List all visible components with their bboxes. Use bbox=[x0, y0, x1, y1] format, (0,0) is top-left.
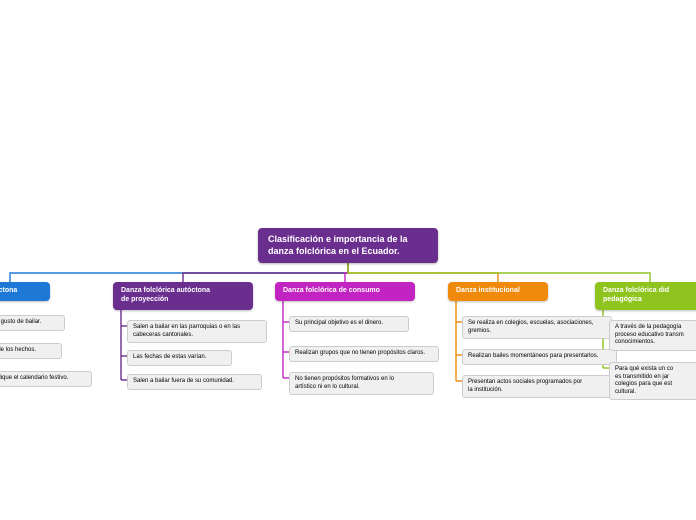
leaf-node: Se realiza en colegios, escuelas, asocia… bbox=[462, 316, 612, 339]
branch-node: Danza institucional bbox=[448, 282, 548, 301]
branch-node: Danza folclórica didpedagógica bbox=[595, 282, 696, 310]
leaf-node: No tienen propósitos formativos en loart… bbox=[289, 372, 434, 395]
branch-node: Danza folclórica autóctonade proyección bbox=[113, 282, 253, 310]
leaf-node: a que indique el calendario festivo. bbox=[0, 371, 92, 387]
leaf-node: A través de la pedagogíaproceso educativ… bbox=[609, 320, 696, 351]
mindmap-canvas: Clasificación e importancia de ladanza f… bbox=[0, 0, 696, 520]
leaf-node: Las fechas de estas varían. bbox=[127, 350, 232, 366]
branch-node: Danza folclórica de consumo bbox=[275, 282, 415, 301]
leaf-node: Realizan bailes momentáneos para present… bbox=[462, 349, 617, 365]
branch-node: a autóctona bbox=[0, 282, 50, 301]
leaf-node: el lugar de los hechos. bbox=[0, 343, 62, 359]
leaf-node: Realizan grupos que no tienen propósitos… bbox=[289, 346, 439, 362]
leaf-node: Salen a bailar en las parroquias o en la… bbox=[127, 320, 267, 343]
leaf-node: Presentan actos sociales programados por… bbox=[462, 375, 612, 398]
leaf-node: za por el gusto de bailar. bbox=[0, 315, 65, 331]
leaf-node: Salen a bailar fuera de su comunidad. bbox=[127, 374, 262, 390]
leaf-node: Su principal objetivo es el dinero. bbox=[289, 316, 409, 332]
leaf-node: Para qué exista un coes transmitido en j… bbox=[609, 362, 696, 400]
root-node: Clasificación e importancia de ladanza f… bbox=[258, 228, 438, 263]
